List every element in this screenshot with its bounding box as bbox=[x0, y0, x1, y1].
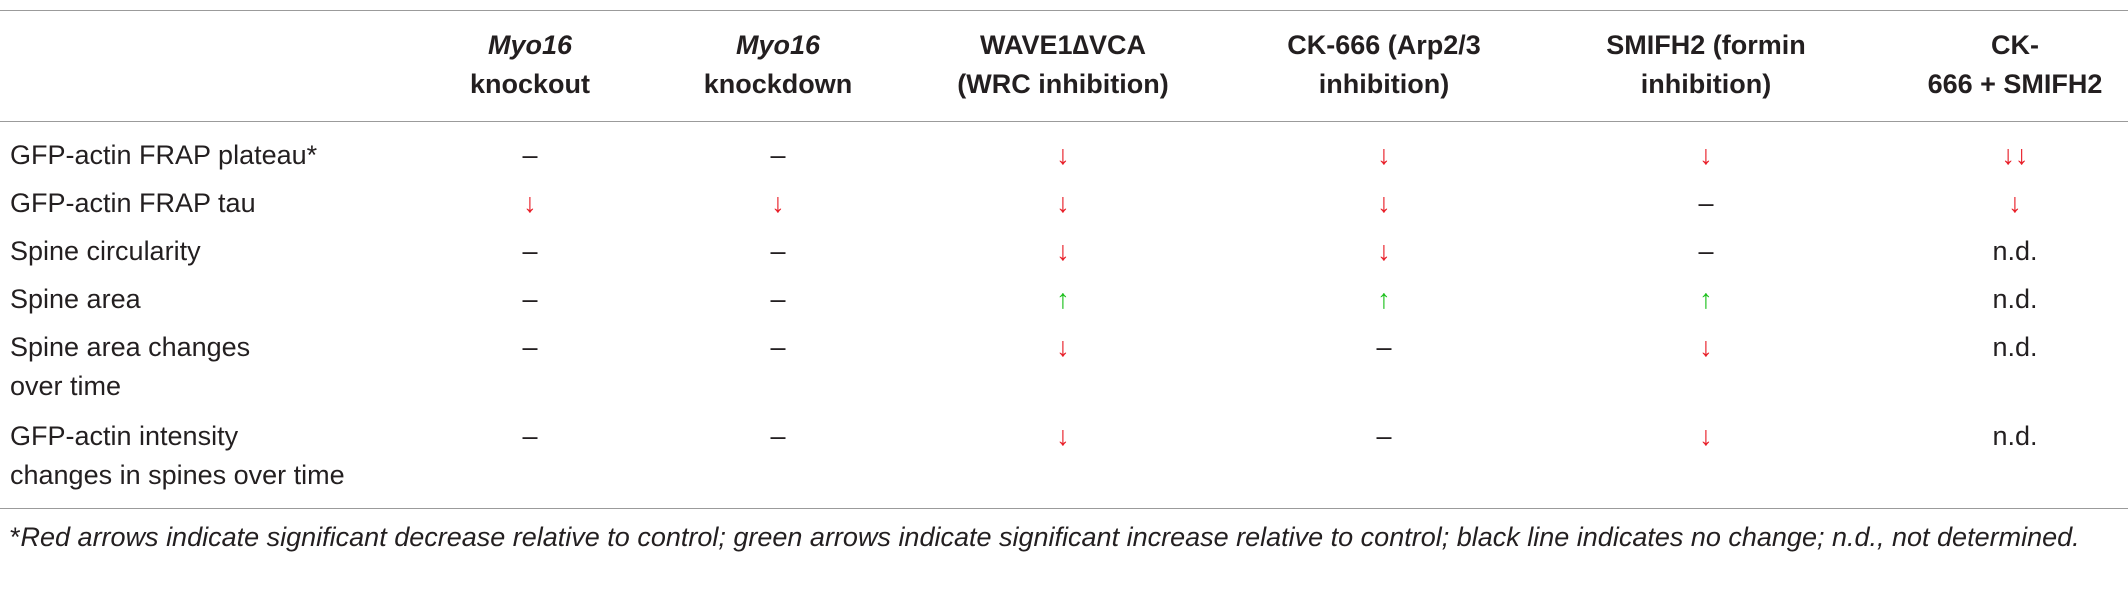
no-change-dash: – bbox=[770, 140, 786, 170]
column-header-title: CK-666 (Arp2/3 bbox=[1287, 30, 1481, 60]
table-bottom-rule bbox=[0, 508, 2128, 509]
no-change-dash: – bbox=[522, 421, 538, 451]
increase-arrow: ↑ bbox=[1377, 284, 1391, 314]
decrease-arrow: ↓ bbox=[1056, 421, 1070, 451]
not-determined-cell: n.d. bbox=[1992, 284, 2038, 314]
no-change-dash: – bbox=[522, 236, 538, 266]
row-label-line1: Spine area changes bbox=[10, 332, 251, 362]
increase-arrow: ↑ bbox=[1699, 284, 1713, 314]
column-header-line2: inhibition) bbox=[1640, 69, 1772, 99]
column-header-myo16-knockdown: Myo16 knockdown bbox=[578, 26, 978, 104]
row-label: GFP-actin intensity changes in spines ove… bbox=[10, 417, 345, 495]
column-header-ck-666-smifh2: CK- 666 + SMIFH2 bbox=[1815, 26, 2128, 104]
column-header-line2: 666 + SMIFH2 bbox=[1927, 69, 2103, 99]
column-header-title: SMIFH2 (formin bbox=[1606, 30, 1806, 60]
no-change-dash: – bbox=[1376, 421, 1392, 451]
no-change-dash: – bbox=[1698, 236, 1714, 266]
column-header-title: WAVE1∆VCA bbox=[979, 30, 1147, 60]
row-label-line1: Spine area bbox=[10, 284, 141, 314]
row-label: Spine circularity bbox=[10, 232, 201, 271]
column-header-ck-666: CK-666 (Arp2/3 inhibition) bbox=[1184, 26, 1584, 104]
column-header-myo16-knockout: Myo16 knockout bbox=[330, 26, 730, 104]
column-header-line1: Myo16 bbox=[578, 26, 978, 65]
no-change-dash: – bbox=[770, 284, 786, 314]
column-header-line1: WAVE1∆VCA bbox=[863, 26, 1263, 65]
row-label-line2: changes in spines over time bbox=[10, 460, 345, 490]
column-header-line2: (WRC inhibition) bbox=[957, 69, 1169, 99]
decrease-arrow: ↓ bbox=[771, 188, 785, 218]
table-header-rule bbox=[0, 121, 2128, 122]
decrease-arrow: ↓ bbox=[1699, 140, 1713, 170]
column-header-line2: knockout bbox=[469, 69, 590, 99]
no-change-dash: – bbox=[770, 421, 786, 451]
footnote-mark: * bbox=[10, 522, 21, 552]
no-change-dash: – bbox=[1698, 188, 1714, 218]
decrease-arrow: ↓ bbox=[2008, 188, 2022, 218]
decrease-arrow: ↓ bbox=[1056, 236, 1070, 266]
decrease-arrow: ↓ bbox=[1699, 421, 1713, 451]
column-header-line1: CK-666 (Arp2/3 bbox=[1184, 26, 1584, 65]
row-label: GFP-actin FRAP plateau* bbox=[10, 136, 317, 175]
not-determined-cell: n.d. bbox=[1992, 421, 2038, 451]
column-header-gene: Myo16 bbox=[487, 30, 573, 60]
decrease-arrow: ↓↓ bbox=[2001, 140, 2029, 170]
no-change-dash: – bbox=[770, 236, 786, 266]
no-change-dash: – bbox=[522, 284, 538, 314]
decrease-arrow: ↓ bbox=[1377, 236, 1391, 266]
not-determined-cell: n.d. bbox=[1992, 236, 2038, 266]
row-label: Spine area changes over time bbox=[10, 328, 250, 406]
column-header-line1: CK- bbox=[1815, 26, 2128, 65]
footnote-text: Red arrows indicate significant decrease… bbox=[20, 522, 2080, 552]
row-label-line1: Spine circularity bbox=[10, 236, 201, 266]
row-label-line1: GFP-actin intensity bbox=[10, 421, 239, 451]
decrease-arrow: ↓ bbox=[1056, 188, 1070, 218]
no-change-dash: – bbox=[1376, 332, 1392, 362]
table-top-rule bbox=[0, 10, 2128, 11]
row-label-line1: GFP-actin FRAP tau bbox=[10, 188, 256, 218]
row-label: GFP-actin FRAP tau bbox=[10, 184, 256, 223]
row-label-line1: GFP-actin FRAP plateau* bbox=[10, 140, 318, 170]
decrease-arrow: ↓ bbox=[1377, 188, 1391, 218]
column-header-line2: inhibition) bbox=[1318, 69, 1450, 99]
decrease-arrow: ↓ bbox=[523, 188, 537, 218]
column-header-line2: knockdown bbox=[703, 69, 853, 99]
no-change-dash: – bbox=[522, 140, 538, 170]
column-header-gene: Myo16 bbox=[735, 30, 821, 60]
column-header-smifh2: SMIFH2 (formin inhibition) bbox=[1506, 26, 1906, 104]
decrease-arrow: ↓ bbox=[1056, 140, 1070, 170]
no-change-dash: – bbox=[770, 332, 786, 362]
increase-arrow: ↑ bbox=[1056, 284, 1070, 314]
column-header-line1: Myo16 bbox=[330, 26, 730, 65]
column-header-wave1-dvca: WAVE1∆VCA (WRC inhibition) bbox=[863, 26, 1263, 104]
row-label-line2: over time bbox=[10, 371, 122, 401]
no-change-dash: – bbox=[522, 332, 538, 362]
column-header-title: CK- bbox=[1991, 30, 2039, 60]
decrease-arrow: ↓ bbox=[1056, 332, 1070, 362]
decrease-arrow: ↓ bbox=[1699, 332, 1713, 362]
not-determined-cell: n.d. bbox=[1992, 332, 2038, 362]
row-label: Spine area bbox=[10, 280, 141, 319]
table-footnote: *Red arrows indicate significant decreas… bbox=[10, 518, 2118, 556]
column-header-line1: SMIFH2 (formin bbox=[1506, 26, 1906, 65]
decrease-arrow: ↓ bbox=[1377, 140, 1391, 170]
